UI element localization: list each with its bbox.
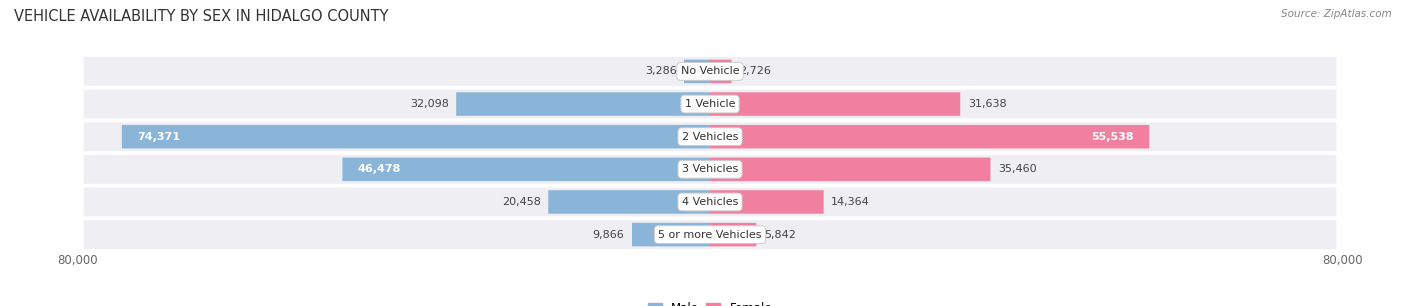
FancyBboxPatch shape	[122, 125, 710, 148]
Text: 5,842: 5,842	[763, 230, 796, 240]
FancyBboxPatch shape	[84, 57, 1337, 86]
Text: 32,098: 32,098	[409, 99, 449, 109]
Text: 35,460: 35,460	[998, 164, 1036, 174]
FancyBboxPatch shape	[710, 223, 756, 246]
FancyBboxPatch shape	[685, 60, 710, 83]
Text: 55,538: 55,538	[1091, 132, 1135, 142]
Legend: Male, Female: Male, Female	[643, 297, 778, 306]
Text: VEHICLE AVAILABILITY BY SEX IN HIDALGO COUNTY: VEHICLE AVAILABILITY BY SEX IN HIDALGO C…	[14, 9, 388, 24]
Text: 2,726: 2,726	[740, 66, 770, 76]
Text: Source: ZipAtlas.com: Source: ZipAtlas.com	[1281, 9, 1392, 19]
FancyBboxPatch shape	[84, 90, 1337, 118]
FancyBboxPatch shape	[548, 190, 710, 214]
Text: No Vehicle: No Vehicle	[681, 66, 740, 76]
Text: 2 Vehicles: 2 Vehicles	[682, 132, 738, 142]
Text: 46,478: 46,478	[357, 164, 401, 174]
FancyBboxPatch shape	[84, 122, 1337, 151]
Text: 31,638: 31,638	[967, 99, 1007, 109]
FancyBboxPatch shape	[456, 92, 710, 116]
FancyBboxPatch shape	[710, 92, 960, 116]
Text: 3 Vehicles: 3 Vehicles	[682, 164, 738, 174]
Text: 4 Vehicles: 4 Vehicles	[682, 197, 738, 207]
FancyBboxPatch shape	[84, 220, 1337, 249]
Text: 20,458: 20,458	[502, 197, 541, 207]
Text: 74,371: 74,371	[136, 132, 180, 142]
FancyBboxPatch shape	[710, 60, 731, 83]
Text: 9,866: 9,866	[593, 230, 624, 240]
Text: 3,286: 3,286	[645, 66, 676, 76]
FancyBboxPatch shape	[710, 125, 1149, 148]
FancyBboxPatch shape	[84, 155, 1337, 184]
FancyBboxPatch shape	[84, 188, 1337, 216]
FancyBboxPatch shape	[710, 190, 824, 214]
FancyBboxPatch shape	[633, 223, 710, 246]
Text: 1 Vehicle: 1 Vehicle	[685, 99, 735, 109]
Text: 5 or more Vehicles: 5 or more Vehicles	[658, 230, 762, 240]
FancyBboxPatch shape	[710, 158, 990, 181]
Text: 14,364: 14,364	[831, 197, 870, 207]
FancyBboxPatch shape	[343, 158, 710, 181]
